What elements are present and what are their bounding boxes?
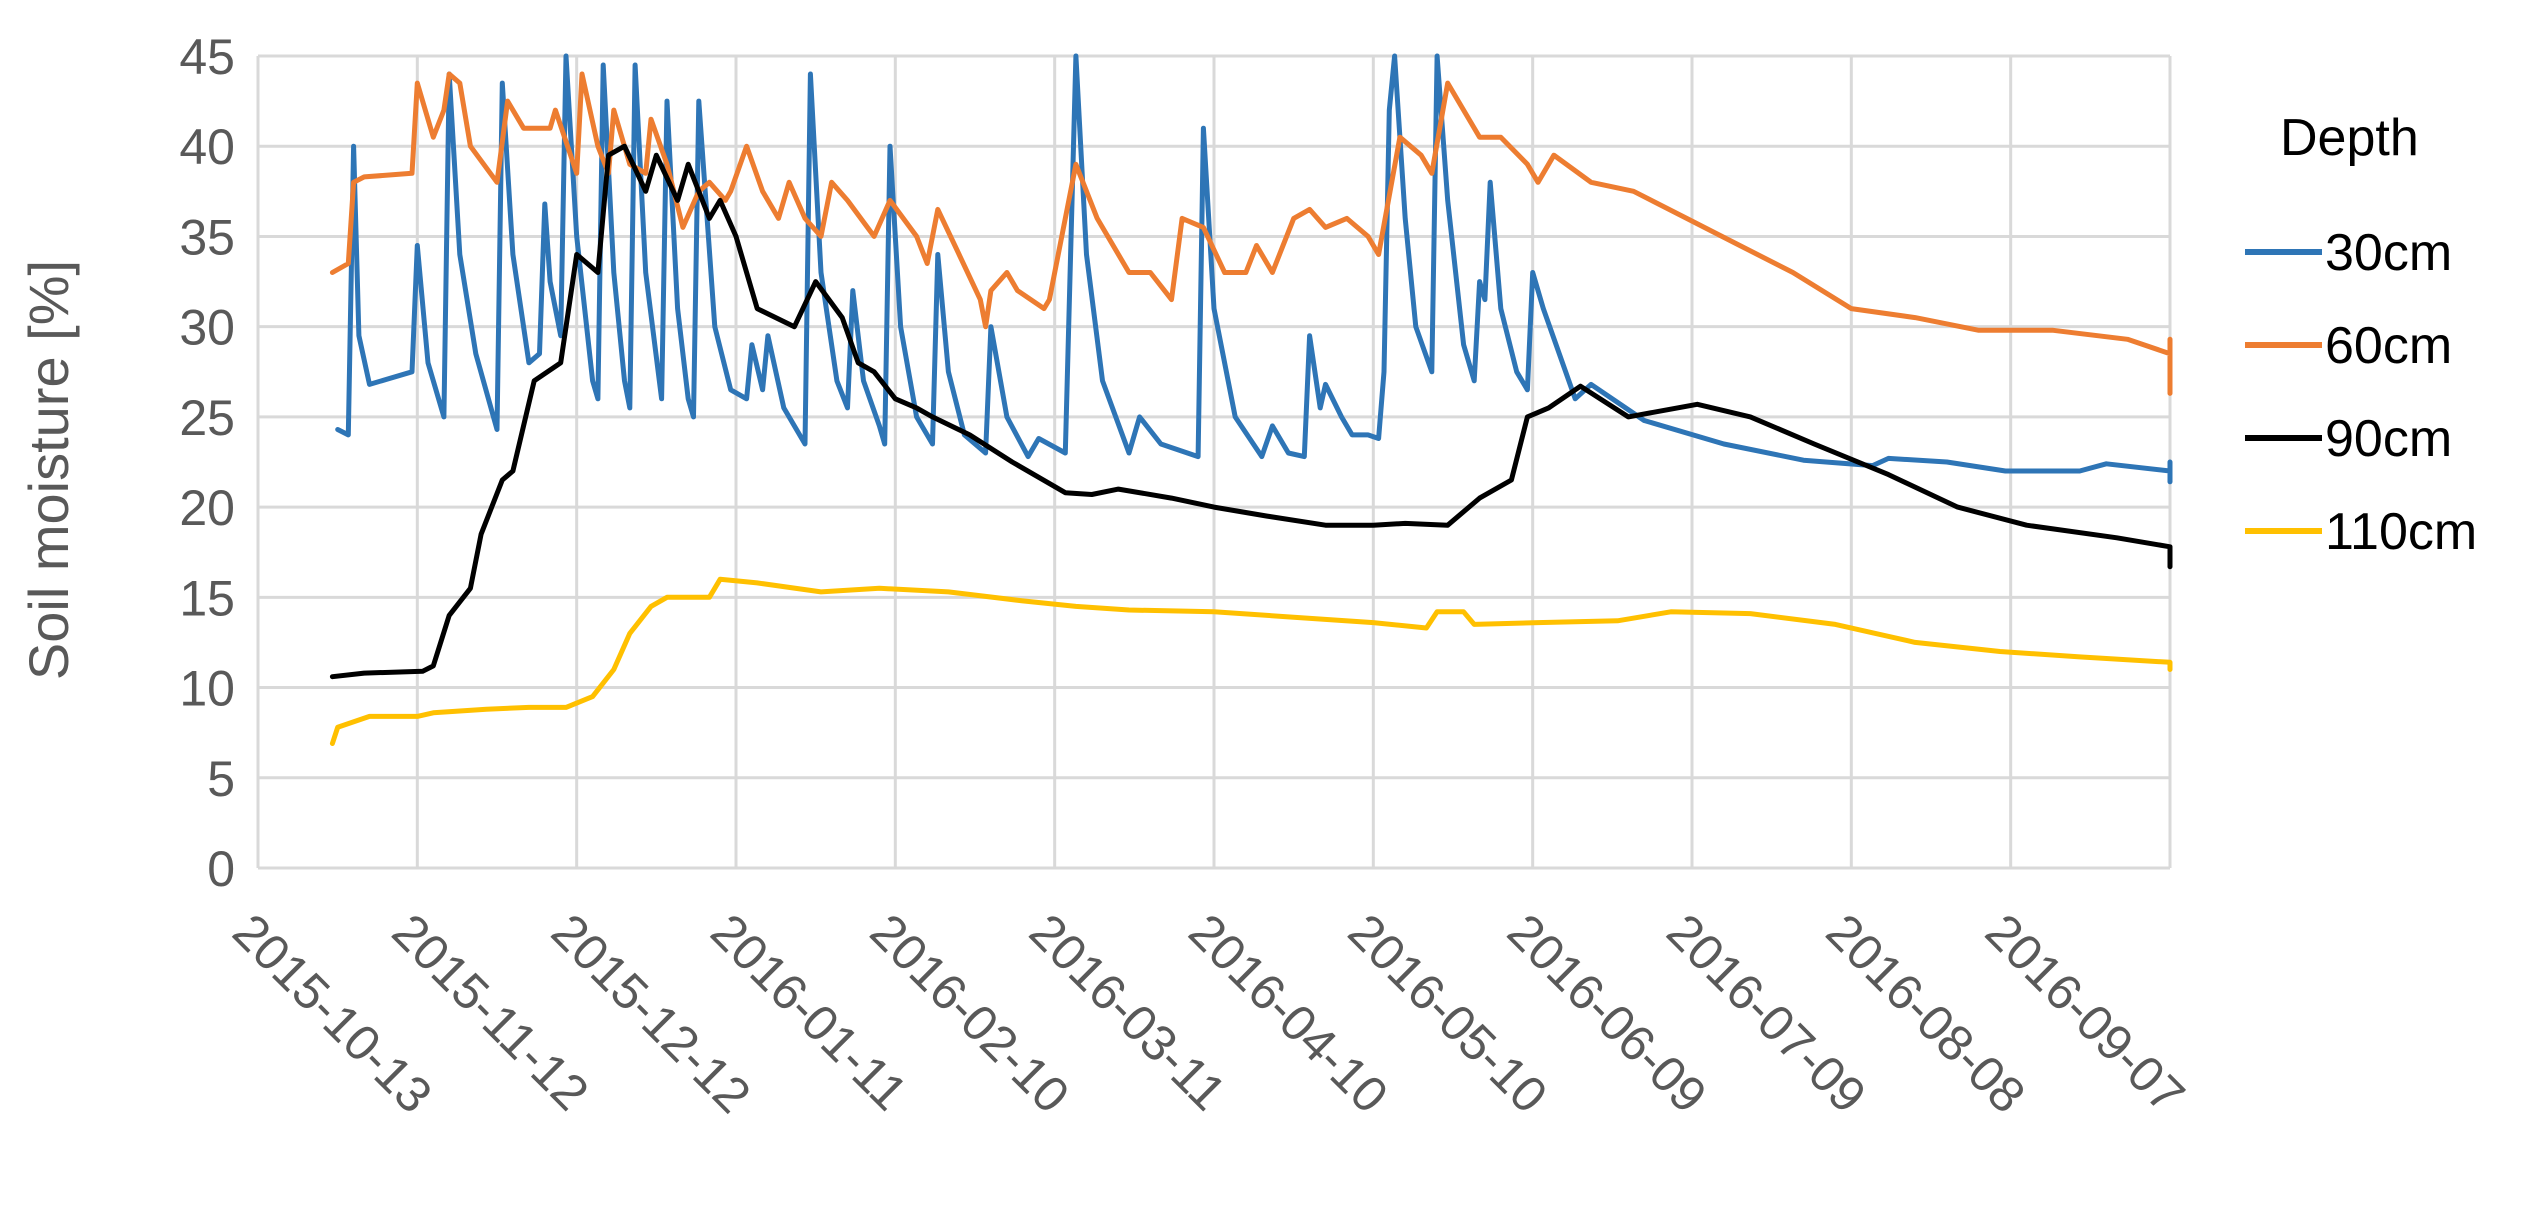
series-line-90cm [329,143,2173,680]
series-line-60cm [329,71,2173,396]
x-axis-ticks: 2015-10-132015-11-122015-12-122016-01-11… [222,903,2195,1123]
series-lines [329,53,2173,746]
legend-label: 90cm [2325,410,2452,468]
series-line-30cm [335,53,2173,485]
legend-label: 60cm [2325,317,2452,375]
legend-title: Depth [2280,109,2419,167]
y-tick-label: 40 [179,119,235,175]
legend: Depth 30cm 60cm 90cm 110cm [2245,109,2477,561]
y-tick-label: 5 [207,751,235,807]
y-axis-label: Soil moisture [%] [17,260,80,680]
y-tick-label: 30 [179,300,235,356]
y-tick-label: 10 [179,661,235,717]
gridlines [256,54,2172,870]
y-axis-ticks: 0 5 10 15 20 25 30 35 40 45 [179,29,235,897]
legend-label: 110cm [2325,503,2477,561]
y-tick-label: 45 [179,29,235,85]
y-tick-label: 20 [179,480,235,536]
y-tick-label: 0 [207,841,235,897]
y-tick-label: 15 [179,570,235,626]
series-line-110cm [329,576,2173,746]
y-tick-label: 35 [179,209,235,265]
legend-label: 30cm [2325,224,2452,282]
y-tick-label: 25 [179,390,235,446]
legend-items: 30cm 60cm 90cm 110cm [2245,224,2477,561]
